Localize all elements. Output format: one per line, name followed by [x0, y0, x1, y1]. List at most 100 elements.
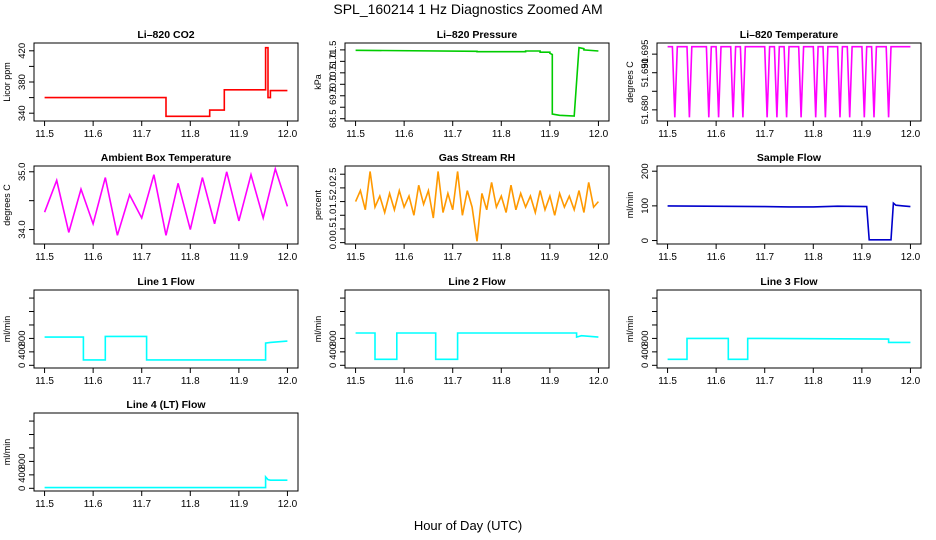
x-tick-label: 11.5 — [658, 252, 677, 263]
panel-10: Line 4 (LT) Flow 11.5 11.6 11.7 11.8 11.9 12.0… — [2, 399, 299, 510]
y-tick-label: 1.5 — [328, 195, 339, 208]
panel-title: Ambient Box Temperature — [101, 152, 232, 164]
x-tick-label: 11.9 — [540, 376, 559, 387]
y-tick-label: 800 — [17, 330, 28, 346]
y-tick-label: 200 — [640, 163, 651, 179]
x-tick-label: 11.8 — [804, 376, 823, 387]
panel-title: Gas Stream RH — [439, 152, 515, 164]
plot-frame — [344, 165, 610, 245]
x-tick-label: 11.5 — [35, 129, 54, 140]
y-axis-label: ml/min — [625, 316, 635, 343]
panel-2: Li–820 Pressure 11.5 11.6 11.7 11.8 11.9 12.0 6… — [313, 29, 610, 140]
series-line — [44, 474, 288, 489]
plot-frame — [33, 165, 299, 245]
series-line — [355, 46, 599, 117]
y-tick-label: 340 — [17, 105, 28, 121]
x-tick-label: 11.6 — [84, 376, 103, 387]
y-tick-label: 70.0 — [328, 75, 339, 94]
panel-title: Line 1 Flow — [137, 276, 195, 288]
plot-frame — [656, 289, 922, 369]
y-axis-label: ml/min — [2, 439, 12, 466]
x-tick-label: 12.0 — [589, 376, 609, 387]
panel-4: Ambient Box Temperature 11.5 11.6 11.7 11.8 1… — [2, 152, 299, 263]
x-tick-label: 12.0 — [278, 376, 298, 387]
x-tick-label: 11.6 — [84, 252, 103, 263]
figure-x-axis-label: Hour of Day (UTC) — [413, 518, 523, 533]
y-tick-label: 68.5 — [328, 109, 339, 128]
y-tick-label: 0 — [17, 363, 28, 368]
y-axis-label: kPa — [313, 74, 323, 90]
y-axis-label: Licor ppm — [2, 62, 12, 102]
y-tick-label: 69.5 — [328, 87, 339, 106]
panel-title: Li–820 CO2 — [137, 29, 194, 41]
x-tick-label: 11.8 — [804, 129, 823, 140]
panel-title: Li–820 Temperature — [740, 29, 839, 41]
plot-frame — [33, 412, 299, 492]
y-tick-label: 380 — [17, 74, 28, 90]
x-tick-label: 11.8 — [181, 129, 200, 140]
x-tick-label: 11.9 — [852, 129, 871, 140]
x-tick-label: 11.5 — [346, 376, 365, 387]
x-tick-label: 11.9 — [229, 376, 248, 387]
series-line — [667, 201, 911, 241]
panel-7: Line 1 Flow 11.5 11.6 11.7 11.8 11.9 12.0 0 4008… — [2, 276, 299, 387]
x-tick-label: 11.7 — [443, 376, 462, 387]
y-tick-label: 71.5 — [328, 41, 339, 60]
y-tick-label: 0 — [640, 363, 651, 368]
panel-5: Gas Stream RH 11.5 11.6 11.7 11.8 11.9 12.0 0.0… — [313, 152, 610, 263]
series-line — [354, 171, 600, 242]
x-tick-label: 12.0 — [901, 129, 921, 140]
x-tick-label: 12.0 — [589, 252, 609, 263]
y-axis-label: ml/min — [313, 316, 323, 343]
x-tick-label: 11.6 — [395, 129, 414, 140]
y-tick-label: 0 — [328, 363, 339, 368]
x-tick-label: 11.7 — [443, 129, 462, 140]
x-tick-label: 11.9 — [852, 376, 871, 387]
x-tick-label: 11.7 — [755, 129, 774, 140]
x-tick-label: 11.6 — [395, 376, 414, 387]
series-line — [667, 337, 911, 361]
x-tick-label: 11.5 — [346, 129, 365, 140]
y-tick-label: 51.690 — [640, 58, 651, 87]
y-tick-label: 51.695 — [640, 40, 651, 69]
panel-title: Line 2 Flow — [448, 276, 506, 288]
y-tick-label: 400 — [328, 344, 339, 360]
y-tick-label: 35.0 — [17, 163, 28, 182]
x-tick-label: 11.6 — [707, 376, 726, 387]
x-tick-label: 11.6 — [395, 252, 414, 263]
x-tick-label: 12.0 — [278, 499, 298, 510]
x-tick-label: 11.9 — [229, 129, 248, 140]
x-tick-label: 11.6 — [707, 252, 726, 263]
x-tick-label: 11.5 — [658, 376, 677, 387]
x-tick-label: 11.8 — [181, 376, 200, 387]
x-tick-label: 11.5 — [658, 129, 677, 140]
x-tick-label: 11.7 — [755, 252, 774, 263]
x-tick-label: 11.9 — [540, 252, 559, 263]
y-tick-label: 400 — [17, 344, 28, 360]
y-axis-label: ml/min — [625, 192, 635, 219]
x-tick-label: 11.7 — [132, 499, 151, 510]
plot-frame — [656, 165, 922, 245]
y-tick-label: 2.0 — [328, 181, 339, 194]
x-tick-label: 11.9 — [229, 252, 248, 263]
y-tick-label: 420 — [17, 43, 28, 59]
plot-frame — [344, 42, 610, 122]
panel-9: Line 3 Flow 11.5 11.6 11.7 11.8 11.9 12.0 0 4008… — [625, 276, 922, 387]
series-line — [667, 45, 911, 118]
plot-frame — [656, 42, 922, 122]
x-tick-label: 11.7 — [443, 252, 462, 263]
y-tick-label: 51.680 — [640, 95, 651, 124]
x-tick-label: 11.6 — [707, 129, 726, 140]
y-tick-label: 2.5 — [328, 168, 339, 181]
y-tick-label: 34.0 — [17, 220, 28, 239]
y-tick-label: 800 — [640, 330, 651, 346]
plot-frame — [344, 289, 610, 369]
series-line — [44, 46, 288, 118]
plot-frame — [33, 289, 299, 369]
x-tick-label: 11.9 — [852, 252, 871, 263]
y-tick-label: 800 — [17, 453, 28, 469]
y-axis-label: percent — [313, 189, 323, 220]
panel-8: Line 2 Flow 11.5 11.6 11.7 11.8 11.9 12.0 0 4008… — [313, 276, 610, 387]
x-tick-label: 11.5 — [35, 499, 54, 510]
